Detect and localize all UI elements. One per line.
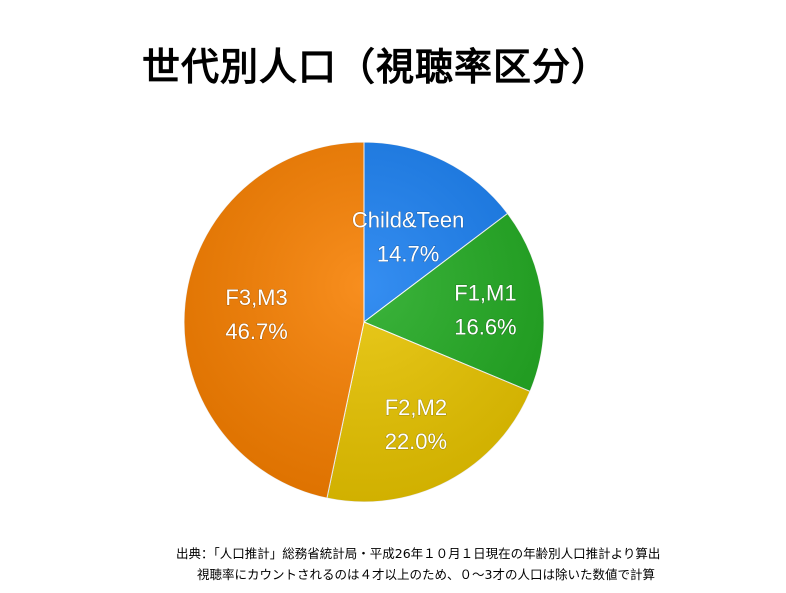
footnote-note: 視聴率にカウントされるのは４才以上のため、０〜3才の人口は除いた数値で計算 <box>197 567 655 582</box>
pie-labels: Child&Teen 14.7% F1,M1 16.6% F2,M2 22.0% F3,M3… <box>225 207 517 454</box>
pie-label-name: F3,M3 <box>225 285 287 310</box>
pie-label-name: Child&Teen <box>352 207 465 232</box>
pie-label-name: F2,M2 <box>385 395 447 420</box>
pie-label-value: 16.6% <box>454 315 516 340</box>
pie-shading <box>184 142 544 502</box>
pie-slices <box>183 141 545 503</box>
chart-title: 世代別人口（視聴率区分） <box>142 45 611 89</box>
pie-label-name: F1,M1 <box>454 281 516 306</box>
pie-label-value: 14.7% <box>377 241 439 266</box>
footnote-source: 出典：「人口推計」総務省統計局・平成26年１０月１日現在の年齢別人口推計より算出 <box>176 546 661 561</box>
pie-label-value: 46.7% <box>225 319 287 344</box>
pie-label-value: 22.0% <box>385 429 447 454</box>
